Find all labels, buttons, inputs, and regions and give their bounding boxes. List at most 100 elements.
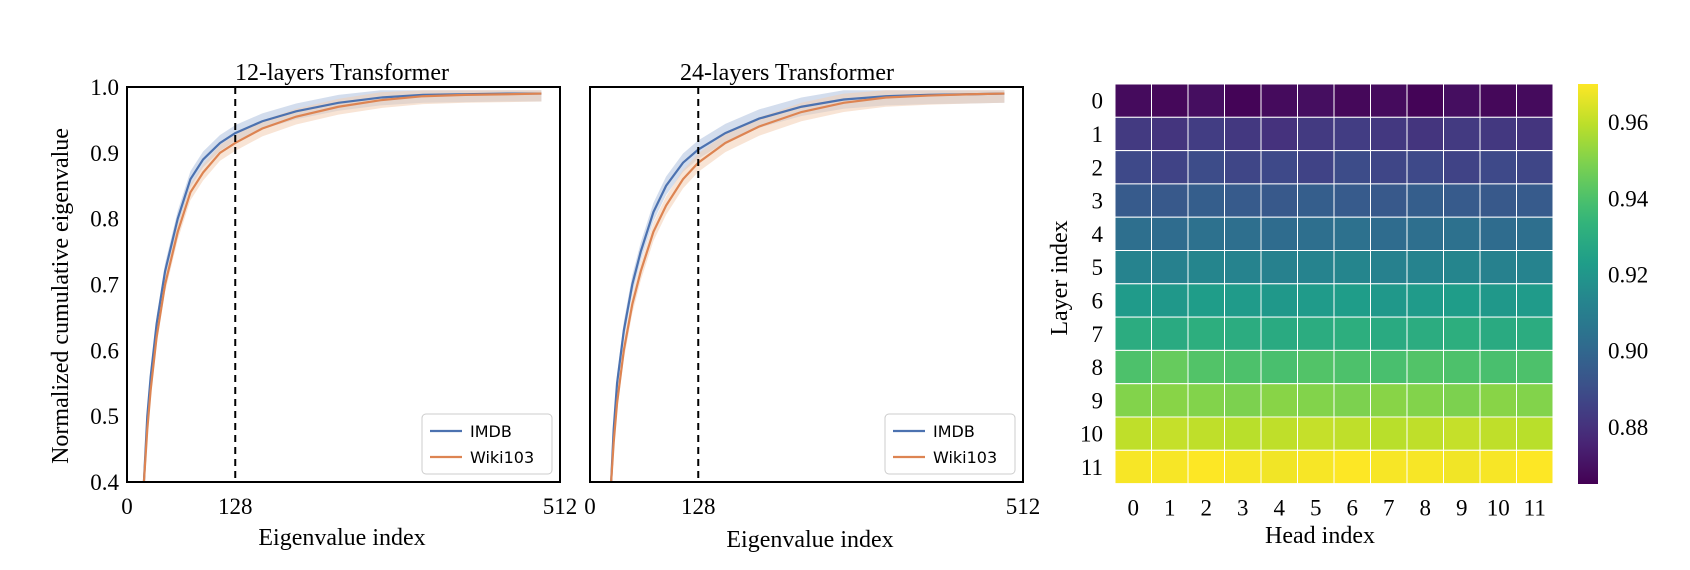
heatmap-cell — [1333, 283, 1371, 318]
heatmap-cell — [1516, 283, 1554, 318]
heatmap-cell — [1224, 416, 1262, 451]
legend-label: IMDB — [933, 422, 975, 441]
heatmap-cell — [1333, 349, 1371, 385]
heatmap-cell — [1406, 116, 1444, 152]
heatmap-cell — [1151, 250, 1189, 285]
heatmap-cell — [1151, 316, 1189, 351]
heatmap-cell — [1333, 316, 1371, 351]
heatmap-cell — [1114, 83, 1152, 118]
heatmap-cell — [1151, 83, 1189, 118]
heatmap-cell — [1260, 83, 1298, 118]
heatmap-cell — [1516, 449, 1554, 485]
heatmap-cell — [1260, 383, 1298, 418]
heatmap-cell — [1406, 316, 1444, 351]
heatmap-cell — [1333, 150, 1371, 185]
heatmap-cell — [1297, 349, 1335, 385]
heatmap-cell — [1479, 449, 1517, 485]
heatmap-cell — [1297, 383, 1335, 418]
heatmap-cell — [1224, 283, 1262, 318]
legend: IMDB Wiki103 — [884, 413, 1016, 475]
x-tick-label: 7 — [1383, 496, 1395, 521]
heatmap-cell — [1224, 349, 1262, 385]
colorbar-tick-label: 0.94 — [1608, 186, 1649, 211]
y-tick-label: 7 — [1092, 322, 1104, 347]
heatmap-cell — [1516, 416, 1554, 451]
x-tick-label: 6 — [1347, 496, 1359, 521]
heatmap-cell — [1297, 150, 1335, 185]
heatmap-cell — [1260, 316, 1298, 351]
y-axis-label: Layer index — [1047, 220, 1073, 335]
heatmap-cell — [1224, 316, 1262, 351]
heatmap-cell — [1443, 83, 1481, 118]
heatmap-cell — [1260, 416, 1298, 451]
heatmap-cell — [1114, 416, 1152, 451]
heatmap-cell — [1297, 316, 1335, 351]
heatmap-cell — [1333, 250, 1371, 285]
heatmap-cell — [1479, 116, 1517, 152]
x-tick-label: 4 — [1274, 496, 1286, 521]
heatmap-cell — [1297, 83, 1335, 118]
heatmap-cell — [1333, 449, 1371, 485]
y-tick-label: 1.0 — [90, 75, 119, 100]
x-tick-label: 128 — [681, 494, 716, 519]
heatmap-cell — [1260, 449, 1298, 485]
x-tick-label: 9 — [1456, 496, 1468, 521]
heatmap-cell — [1516, 216, 1554, 251]
heatmap-cell — [1516, 83, 1554, 118]
heatmap-cell — [1224, 83, 1262, 118]
heatmap-cell — [1333, 83, 1371, 118]
x-tick-label: 0 — [1128, 496, 1140, 521]
heatmap-cell — [1516, 349, 1554, 385]
series-line-imdb — [610, 92, 1005, 482]
y-tick-label: 11 — [1081, 455, 1103, 480]
heatmap-cell — [1114, 183, 1152, 218]
colorbar-tick-label: 0.96 — [1608, 110, 1648, 135]
heatmap-cell — [1151, 416, 1189, 451]
heatmap-cell — [1297, 116, 1335, 152]
heatmap-cell — [1333, 383, 1371, 418]
heatmap-cell — [1516, 116, 1554, 152]
heatmap-cell — [1370, 83, 1408, 118]
heatmap-cell — [1516, 150, 1554, 185]
heatmap-cell — [1370, 150, 1408, 185]
heatmap-cell — [1260, 216, 1298, 251]
series-line-imdb — [142, 92, 542, 482]
heatmap-chart: Head index Layer index 0 1 2 3 4 5 6 7 8 9 10 11012… — [1047, 83, 1649, 549]
heatmap-cell — [1114, 216, 1152, 251]
heatmap-cell — [1443, 150, 1481, 185]
heatmap-cell — [1187, 216, 1225, 251]
heatmap-cell — [1333, 183, 1371, 218]
heatmap-cell — [1370, 349, 1408, 385]
heatmap-cell — [1187, 316, 1225, 351]
heatmap-cell — [1114, 250, 1152, 285]
heatmap-cell — [1479, 349, 1517, 385]
heatmap-cell — [1443, 316, 1481, 351]
y-tick-label: 4 — [1092, 222, 1104, 247]
heatmap-cell — [1443, 250, 1481, 285]
heatmap-cell — [1260, 349, 1298, 385]
colorbar — [1578, 84, 1598, 484]
heatmap-cell — [1443, 416, 1481, 451]
heatmap-cell — [1406, 349, 1444, 385]
heatmap-cell — [1260, 116, 1298, 152]
heatmap-cell — [1187, 449, 1225, 485]
heatmap-cell — [1187, 416, 1225, 451]
heatmap-cell — [1187, 183, 1225, 218]
heatmap-cell — [1114, 449, 1152, 485]
heatmap-cell — [1443, 116, 1481, 152]
x-tick-label: 0 — [584, 494, 596, 519]
chart-title: 24-layers Transformer — [680, 60, 894, 86]
heatmap-cell — [1406, 283, 1444, 318]
heatmap-cell — [1114, 283, 1152, 318]
heatmap-cell — [1406, 250, 1444, 285]
heatmap-cell — [1406, 383, 1444, 418]
heatmap-cell — [1187, 150, 1225, 185]
heatmap-cell — [1370, 283, 1408, 318]
heatmap-cell — [1333, 216, 1371, 251]
heatmap-cell — [1260, 250, 1298, 285]
heatmap-cell — [1516, 383, 1554, 418]
y-tick-label: 9 — [1092, 388, 1104, 413]
heatmap-cell — [1224, 116, 1262, 152]
heatmap-cell — [1406, 416, 1444, 451]
